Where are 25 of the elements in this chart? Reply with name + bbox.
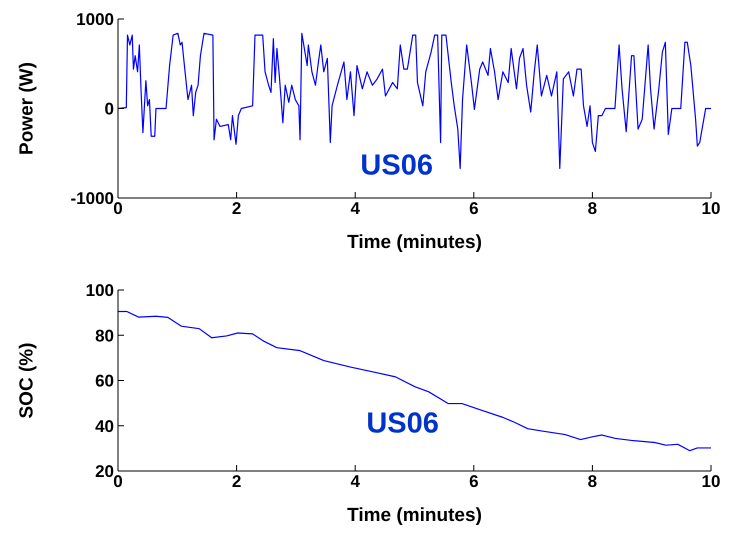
x-axis-title: Time (minutes) bbox=[347, 505, 482, 526]
x-tick-label: 10 bbox=[702, 199, 720, 218]
x-tick-label: 2 bbox=[232, 199, 242, 218]
x-tick-label: 2 bbox=[232, 472, 242, 492]
x-tick-label: 10 bbox=[702, 472, 720, 492]
y-tick-label: -1000 bbox=[70, 189, 114, 208]
y-tick-label: 60 bbox=[95, 372, 114, 391]
x-tick-label: 6 bbox=[469, 472, 479, 492]
x-tick-label: 6 bbox=[469, 199, 479, 218]
y-axis-title: SOC (%) bbox=[16, 342, 38, 418]
x-tick-label: 4 bbox=[350, 199, 360, 218]
x-tick-label: 8 bbox=[588, 199, 598, 218]
y-tick-label: 0 bbox=[104, 100, 114, 119]
y-tick-label: 20 bbox=[95, 462, 114, 482]
y-tick-label: 80 bbox=[95, 326, 114, 346]
y-axis-title: Power (W) bbox=[16, 62, 38, 155]
x-tick-label: 4 bbox=[350, 472, 360, 492]
annotation: US06 bbox=[360, 149, 433, 182]
y-tick-label: 1000 bbox=[76, 10, 114, 30]
annotation: US06 bbox=[366, 407, 439, 440]
line-series bbox=[118, 310, 711, 452]
x-axis-title: Time (minutes) bbox=[347, 232, 482, 253]
x-tick-label: 8 bbox=[588, 472, 598, 492]
y-tick-label: 40 bbox=[95, 416, 114, 436]
y-tick-label: 100 bbox=[86, 281, 114, 300]
